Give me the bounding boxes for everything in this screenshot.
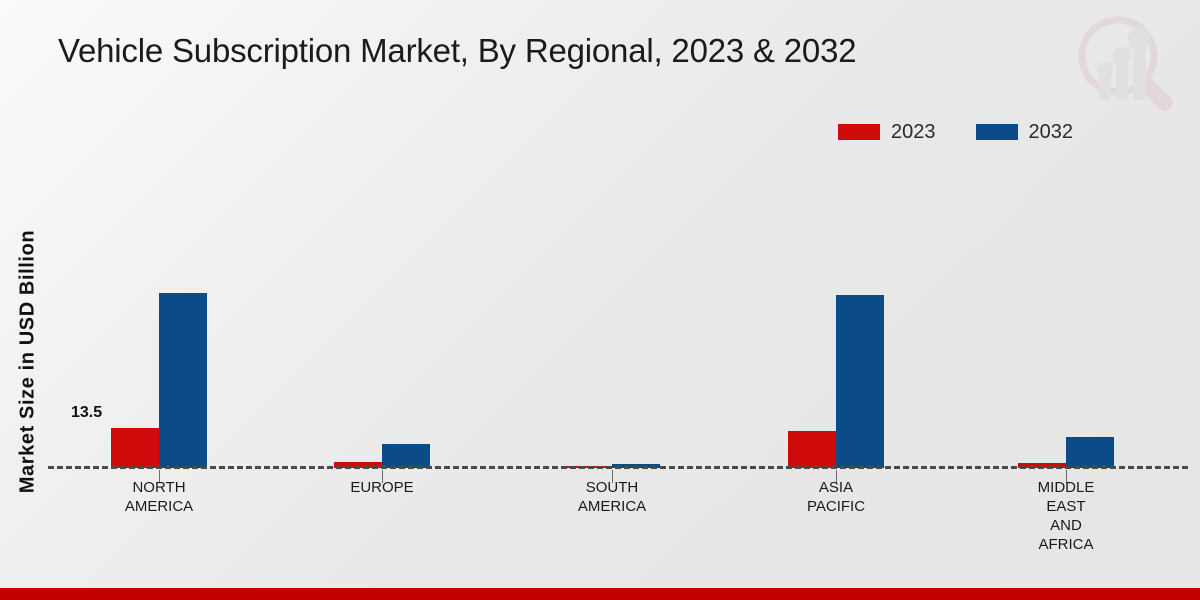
legend-label-2032: 2032 [1028,121,1074,143]
bar-group [1018,160,1114,468]
bar-2032-3[interactable] [612,463,660,468]
bar-value-label: 13.5 [71,404,103,422]
bar-group [334,160,430,468]
x-axis-tick [1066,470,1067,483]
legend-swatch-2032 [975,124,1018,140]
bar-2032-1[interactable] [159,293,207,468]
x-axis-category-label: SOUTH AMERICA [577,479,647,515]
x-axis-category-label: NORTH AMERICA [124,479,194,515]
x-axis-tick [382,470,383,483]
x-axis-tick [159,470,160,483]
x-axis-category-label: EUROPE [350,479,414,496]
chart-title: Vehicle Subscription Market, By Regional… [58,32,857,69]
bar-2032-2[interactable] [382,444,430,468]
y-axis-title: Market Size in USD Billion [16,229,39,494]
legend-label-2023: 2023 [891,121,936,143]
x-axis-category-label: ASIA PACIFIC [806,479,866,515]
bar-2023-1[interactable] [111,428,159,468]
legend-item-2023[interactable]: 2023 [838,122,936,142]
bar-2023-4[interactable] [788,430,836,468]
legend-item-2032[interactable]: 2032 [975,121,1074,143]
chart-legend: 2023 2032 [838,122,1073,142]
bar-2032-5[interactable] [1066,436,1114,468]
bar-2023-5[interactable] [1018,462,1066,468]
x-axis-category-label: MIDDLE EAST AND AFRICA [1037,479,1095,553]
footer-accent-bar [0,588,1200,600]
bar-group [788,160,884,468]
bar-group [564,160,660,468]
x-axis-baseline [48,466,1188,469]
bar-group [111,160,207,468]
x-axis-tick [836,470,837,483]
watermark-logo-icon [1066,8,1178,116]
bar-2023-2[interactable] [334,462,382,468]
plot-area [48,160,1188,468]
x-axis-tick [612,470,613,483]
bar-2032-4[interactable] [836,294,884,468]
legend-swatch-2023 [838,124,880,140]
